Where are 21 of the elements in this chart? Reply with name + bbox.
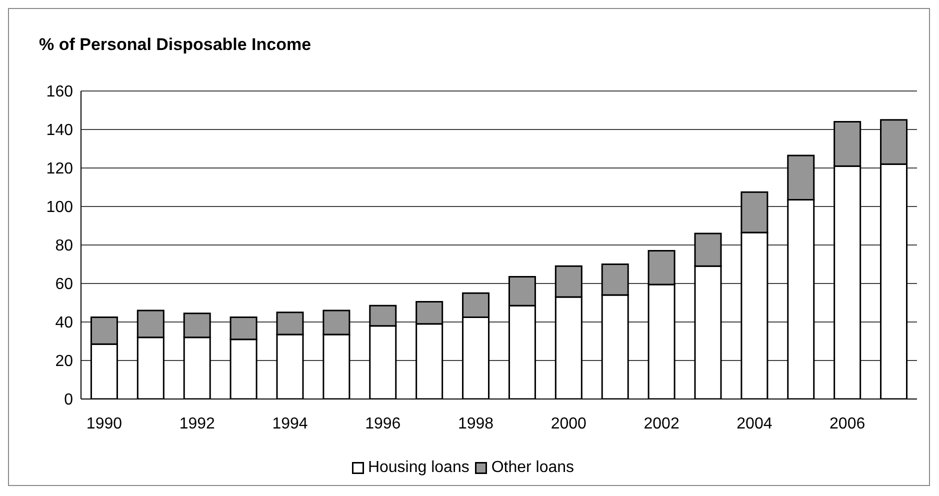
x-tick-label: 1996 [365, 415, 401, 432]
y-tick-label: 0 [64, 392, 74, 409]
y-tick-label: 20 [55, 353, 74, 370]
y-tick-label: 80 [55, 238, 74, 255]
y-tick-label: 60 [55, 276, 74, 294]
legend-label: Housing loans [368, 459, 470, 477]
x-tick-label: 1998 [458, 415, 494, 432]
x-tick-label: 2006 [830, 415, 866, 432]
chart-title: % of Personal Disposable Income [39, 35, 312, 55]
x-tick-label: 1994 [272, 415, 308, 432]
y-tick-label: 120 [46, 160, 74, 178]
x-tick-label: 1992 [179, 415, 216, 432]
y-tick-label: 40 [55, 314, 74, 332]
x-tick-label: 1990 [86, 415, 122, 432]
x-tick-label: 2000 [550, 415, 587, 432]
y-tick-label: 160 [46, 84, 74, 101]
y-tick-label: 140 [46, 122, 74, 140]
y-tick-label: 100 [46, 199, 74, 216]
x-tick-label: 2002 [644, 415, 680, 432]
x-tick-label: 2004 [736, 415, 772, 432]
legend-label: Other loans [491, 459, 574, 477]
